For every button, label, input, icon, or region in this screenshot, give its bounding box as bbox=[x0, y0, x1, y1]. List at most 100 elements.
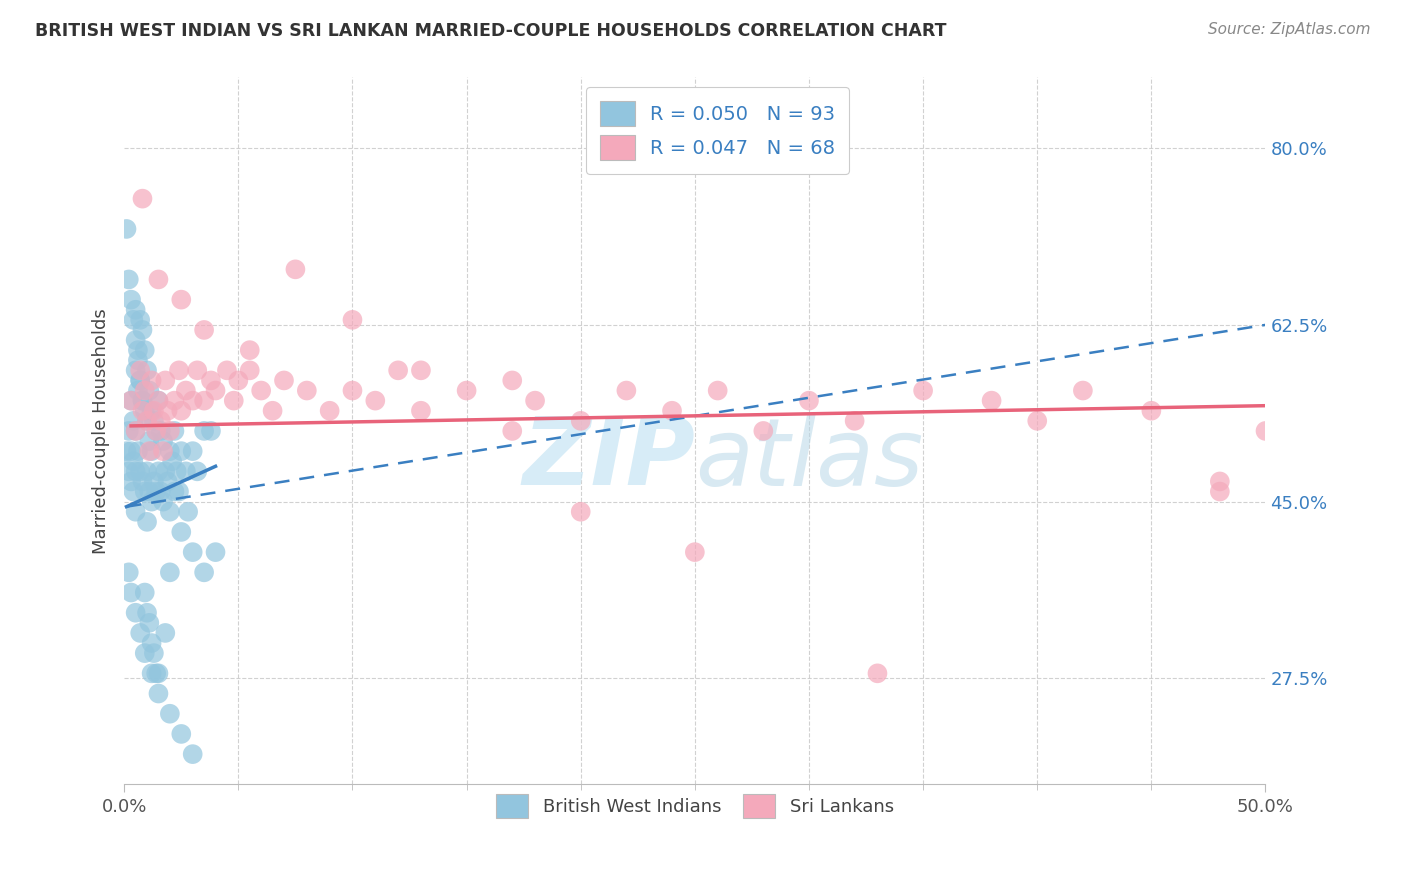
Point bbox=[239, 363, 262, 377]
Point bbox=[141, 494, 163, 508]
Point bbox=[141, 444, 163, 458]
Point bbox=[342, 384, 364, 398]
Point bbox=[284, 262, 307, 277]
Point bbox=[124, 333, 146, 347]
Text: BRITISH WEST INDIAN VS SRI LANKAN MARRIED-COUPLE HOUSEHOLDS CORRELATION CHART: BRITISH WEST INDIAN VS SRI LANKAN MARRIE… bbox=[35, 22, 946, 40]
Point bbox=[661, 403, 683, 417]
Point bbox=[295, 384, 318, 398]
Point bbox=[387, 363, 409, 377]
Point bbox=[134, 585, 156, 599]
Point bbox=[239, 343, 262, 358]
Point bbox=[134, 403, 156, 417]
Point bbox=[129, 373, 152, 387]
Y-axis label: Married-couple Households: Married-couple Households bbox=[93, 308, 110, 554]
Point bbox=[129, 626, 152, 640]
Point bbox=[122, 484, 145, 499]
Point bbox=[138, 484, 160, 499]
Point bbox=[145, 484, 167, 499]
Point bbox=[1026, 414, 1049, 428]
Point bbox=[866, 666, 889, 681]
Point bbox=[124, 606, 146, 620]
Point bbox=[501, 373, 523, 387]
Point bbox=[127, 353, 149, 368]
Point bbox=[134, 646, 156, 660]
Point bbox=[131, 323, 153, 337]
Point bbox=[124, 464, 146, 478]
Point bbox=[1071, 384, 1094, 398]
Point bbox=[138, 384, 160, 398]
Point bbox=[138, 434, 160, 448]
Point bbox=[456, 384, 478, 398]
Point bbox=[318, 403, 340, 417]
Point bbox=[149, 484, 172, 499]
Point bbox=[136, 515, 159, 529]
Text: Source: ZipAtlas.com: Source: ZipAtlas.com bbox=[1208, 22, 1371, 37]
Point bbox=[364, 393, 387, 408]
Point bbox=[569, 414, 592, 428]
Point bbox=[193, 393, 215, 408]
Point bbox=[163, 393, 186, 408]
Point bbox=[118, 424, 141, 438]
Point bbox=[181, 545, 204, 559]
Point bbox=[136, 606, 159, 620]
Point bbox=[131, 475, 153, 489]
Point bbox=[120, 293, 142, 307]
Point bbox=[149, 424, 172, 438]
Point bbox=[156, 403, 179, 417]
Point bbox=[166, 464, 188, 478]
Point bbox=[167, 363, 190, 377]
Point bbox=[148, 393, 170, 408]
Point bbox=[141, 373, 163, 387]
Point bbox=[170, 293, 193, 307]
Point bbox=[409, 403, 432, 417]
Point bbox=[844, 414, 866, 428]
Text: ZIP: ZIP bbox=[522, 413, 695, 505]
Point bbox=[138, 615, 160, 630]
Point bbox=[160, 454, 183, 468]
Point bbox=[170, 403, 193, 417]
Point bbox=[120, 585, 142, 599]
Point bbox=[181, 747, 204, 761]
Point bbox=[1209, 475, 1232, 489]
Point bbox=[200, 424, 222, 438]
Point bbox=[177, 505, 200, 519]
Point bbox=[186, 464, 208, 478]
Point bbox=[155, 464, 177, 478]
Point bbox=[115, 444, 138, 458]
Point bbox=[134, 343, 156, 358]
Point bbox=[152, 434, 174, 448]
Point bbox=[120, 393, 142, 408]
Text: atlas: atlas bbox=[695, 414, 924, 505]
Point bbox=[170, 727, 193, 741]
Point bbox=[118, 272, 141, 286]
Point bbox=[124, 505, 146, 519]
Point bbox=[159, 444, 181, 458]
Point bbox=[222, 393, 245, 408]
Point bbox=[136, 414, 159, 428]
Point bbox=[342, 313, 364, 327]
Point bbox=[136, 363, 159, 377]
Point bbox=[118, 566, 141, 580]
Point bbox=[181, 393, 204, 408]
Point bbox=[136, 464, 159, 478]
Point bbox=[124, 302, 146, 317]
Point bbox=[200, 373, 222, 387]
Point bbox=[912, 384, 935, 398]
Point bbox=[142, 403, 165, 417]
Point bbox=[129, 363, 152, 377]
Point bbox=[181, 444, 204, 458]
Point bbox=[1254, 424, 1277, 438]
Point bbox=[204, 384, 226, 398]
Point bbox=[131, 393, 153, 408]
Point bbox=[129, 373, 152, 387]
Point bbox=[122, 414, 145, 428]
Point bbox=[131, 393, 153, 408]
Point bbox=[706, 384, 728, 398]
Point bbox=[193, 566, 215, 580]
Point bbox=[159, 566, 181, 580]
Point bbox=[141, 666, 163, 681]
Point bbox=[193, 323, 215, 337]
Point bbox=[683, 545, 706, 559]
Point bbox=[131, 192, 153, 206]
Point bbox=[127, 343, 149, 358]
